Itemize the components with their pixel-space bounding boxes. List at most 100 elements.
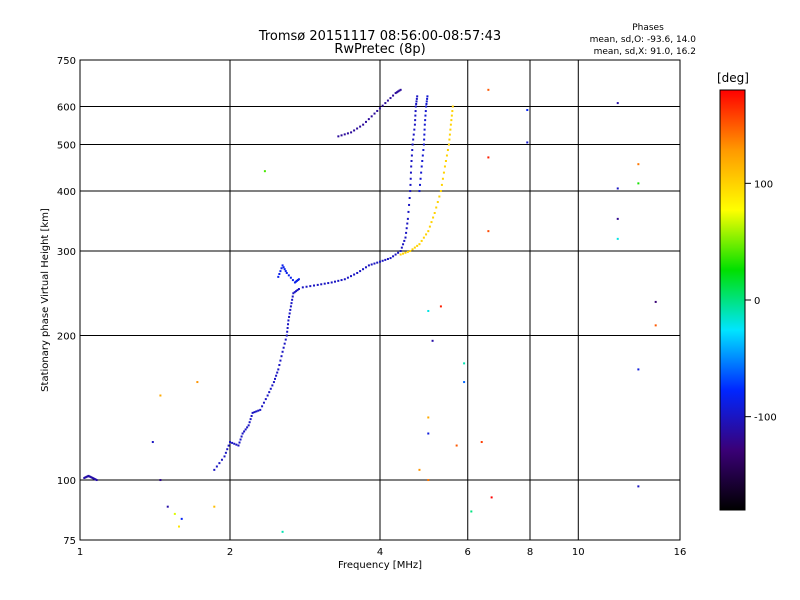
plot-frame	[79, 59, 681, 541]
data-point	[487, 156, 490, 159]
data-point	[526, 109, 529, 112]
data-point	[285, 334, 288, 337]
data-point	[213, 505, 216, 508]
data-point	[286, 330, 289, 333]
data-point	[283, 342, 286, 345]
stats-heading: Phases	[632, 23, 664, 33]
data-point	[241, 432, 244, 435]
data-point	[410, 154, 413, 157]
data-point	[451, 110, 454, 113]
data-point	[616, 237, 619, 240]
data-point	[444, 159, 447, 162]
data-point	[395, 91, 398, 94]
data-point	[616, 102, 619, 105]
data-point	[443, 165, 446, 168]
data-point	[448, 133, 451, 136]
data-point	[446, 149, 449, 152]
chart-title: Tromsø 20151117 08:56:00-08:57:43	[258, 29, 501, 44]
data-point	[244, 428, 247, 431]
data-point	[413, 246, 416, 249]
data-point	[455, 444, 458, 447]
x-tick-label: 4	[377, 547, 383, 558]
data-point	[409, 190, 412, 193]
data-point	[337, 279, 340, 282]
data-point	[248, 421, 251, 424]
data-point	[289, 308, 292, 311]
data-point	[487, 88, 490, 91]
data-point	[95, 479, 98, 482]
data-point	[439, 305, 442, 308]
data-point	[411, 143, 414, 146]
data-point	[284, 270, 287, 273]
data-point	[637, 182, 640, 185]
x-axis-label: Frequency [MHz]	[338, 560, 422, 571]
data-point	[337, 135, 340, 138]
data-point	[359, 270, 362, 273]
data-point	[346, 276, 349, 279]
data-point	[286, 326, 289, 329]
data-point	[289, 276, 292, 279]
data-point	[414, 110, 417, 113]
data-point	[416, 244, 419, 247]
colorbar: [deg] 100 0 -100	[717, 71, 777, 511]
data-point	[409, 171, 412, 174]
data-point	[291, 295, 294, 298]
data-point	[637, 368, 640, 371]
colorbar-tick-label: -100	[754, 413, 777, 424]
data-point	[231, 441, 234, 444]
data-point	[370, 115, 373, 118]
data-point	[159, 479, 162, 482]
data-point	[379, 260, 381, 263]
data-point	[376, 109, 379, 112]
data-point	[392, 255, 395, 258]
y-tick-label: 100	[57, 476, 76, 487]
y-axis-label: Stationary phase Virtual Height [km]	[40, 208, 51, 392]
data-point	[350, 131, 353, 134]
x-tick-label: 1	[77, 547, 83, 558]
data-point	[389, 97, 392, 100]
data-point	[235, 443, 238, 446]
colorbar-tick-label: 0	[754, 296, 760, 307]
data-point	[91, 476, 94, 479]
data-point	[426, 97, 429, 100]
data-point	[409, 177, 412, 180]
data-point	[291, 279, 294, 282]
data-point	[85, 475, 88, 478]
data-point	[427, 309, 430, 312]
data-point	[87, 474, 90, 477]
data-point	[427, 479, 430, 482]
data-point	[378, 107, 381, 110]
data-point	[289, 305, 292, 308]
data-point	[407, 210, 410, 213]
data-point	[367, 264, 370, 267]
data-point	[362, 123, 365, 126]
data-point	[218, 462, 221, 465]
data-point	[412, 133, 415, 136]
data-point	[405, 227, 408, 230]
data-point	[425, 233, 428, 236]
colorbar-tick-label: 100	[754, 179, 773, 190]
data-point	[410, 165, 413, 168]
data-point	[90, 476, 93, 479]
data-point	[463, 381, 466, 384]
data-point	[229, 441, 231, 444]
data-point	[285, 271, 288, 274]
data-point	[343, 278, 346, 281]
data-point	[297, 288, 300, 291]
data-point	[284, 338, 287, 341]
x-tick-label: 8	[527, 547, 533, 558]
stats-line-x: mean, sd,X: 91.0, 16.2	[594, 47, 696, 57]
data-point	[422, 149, 425, 152]
data-point	[93, 477, 96, 480]
data-point	[420, 165, 423, 168]
data-point	[327, 282, 330, 285]
data-point	[264, 398, 267, 401]
data-point	[223, 455, 226, 458]
data-point	[423, 123, 426, 126]
data-point	[436, 201, 439, 204]
data-point	[425, 105, 428, 108]
data-point	[616, 217, 619, 220]
data-point	[159, 394, 162, 397]
data-point	[277, 368, 280, 371]
data-point	[287, 323, 290, 326]
